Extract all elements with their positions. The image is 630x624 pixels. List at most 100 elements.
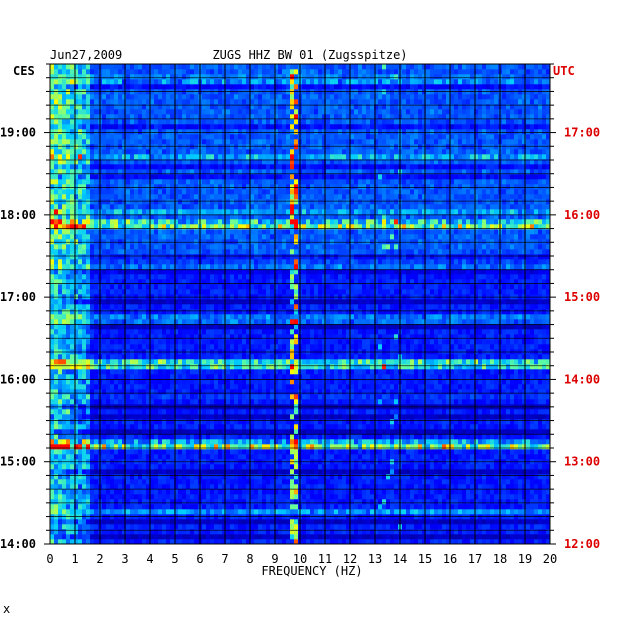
heat-cell — [414, 424, 419, 430]
heat-cell — [526, 424, 531, 430]
heat-cell — [378, 419, 383, 425]
heat-cell — [538, 354, 543, 360]
heat-cell — [346, 534, 351, 540]
heat-cell — [86, 409, 91, 415]
heat-cell — [310, 524, 315, 530]
heat-cell — [70, 494, 75, 500]
heat-cell — [194, 434, 199, 440]
heat-cell — [470, 454, 475, 460]
heat-cell — [474, 344, 479, 350]
heat-cell — [394, 464, 399, 470]
heat-cell — [146, 419, 151, 425]
heat-cell — [514, 464, 519, 470]
heat-cell — [258, 499, 263, 505]
heat-cell — [190, 434, 195, 440]
heat-cell — [118, 424, 123, 430]
heat-cell — [154, 429, 159, 435]
heat-cell — [266, 354, 271, 360]
heat-cell — [534, 489, 539, 495]
heat-cell — [286, 354, 291, 360]
heat-cell — [210, 359, 215, 365]
heat-cell — [462, 379, 467, 385]
heat-cell — [326, 534, 331, 540]
heat-cell — [394, 444, 399, 450]
heat-cell — [486, 429, 491, 435]
heat-cell — [86, 444, 91, 450]
heat-cell — [418, 414, 423, 420]
heat-cell — [254, 384, 259, 390]
heat-cell — [546, 539, 551, 545]
heat-cell — [410, 379, 415, 385]
heat-cell — [230, 469, 235, 475]
heat-cell — [490, 359, 495, 365]
heat-cell — [178, 539, 183, 545]
heat-cell — [238, 444, 243, 450]
heat-cell — [262, 539, 267, 545]
heat-cell — [370, 474, 375, 480]
heat-cell — [310, 529, 315, 535]
heat-cell — [410, 429, 415, 435]
heat-cell — [386, 379, 391, 385]
heat-cell — [214, 344, 219, 350]
heat-cell — [162, 414, 167, 420]
heat-cell — [358, 469, 363, 475]
heat-cell — [234, 509, 239, 515]
heat-cell — [378, 534, 383, 540]
heat-cell — [458, 354, 463, 360]
heat-cell — [466, 384, 471, 390]
heat-cell — [158, 434, 163, 440]
heat-cell — [538, 389, 543, 395]
heat-cell — [138, 524, 143, 530]
heat-cell — [326, 359, 331, 365]
heat-cell — [378, 344, 383, 350]
heat-cell — [146, 494, 151, 500]
heat-cell — [378, 399, 383, 405]
heat-cell — [450, 444, 455, 450]
heat-cell — [406, 464, 411, 470]
heat-cell — [282, 394, 287, 400]
heat-cell — [190, 384, 195, 390]
heat-cell — [426, 509, 431, 515]
heat-cell — [258, 409, 263, 415]
heat-cell — [190, 489, 195, 495]
heat-cell — [470, 444, 475, 450]
heat-cell — [322, 469, 327, 475]
heat-cell — [246, 509, 251, 515]
heat-cell — [418, 399, 423, 405]
heat-cell — [58, 469, 63, 475]
heat-cell — [446, 369, 451, 375]
heat-cell — [150, 444, 155, 450]
heat-cell — [186, 374, 191, 380]
heat-cell — [374, 354, 379, 360]
heat-cell — [206, 484, 211, 490]
heat-cell — [162, 539, 167, 545]
heat-cell — [166, 369, 171, 375]
heat-cell — [346, 354, 351, 360]
heat-cell — [450, 439, 455, 445]
heat-cell — [122, 504, 127, 510]
heat-cell — [326, 454, 331, 460]
heat-cell — [470, 364, 475, 370]
heat-cell — [86, 489, 91, 495]
heat-cell — [230, 414, 235, 420]
heat-cell — [478, 494, 483, 500]
heat-cell — [446, 444, 451, 450]
heat-cell — [250, 359, 255, 365]
heat-cell — [454, 534, 459, 540]
heat-cell — [450, 379, 455, 385]
heat-cell — [514, 449, 519, 455]
heat-cell — [338, 369, 343, 375]
heat-cell — [538, 509, 543, 515]
heat-cell — [258, 474, 263, 480]
heat-cell — [162, 359, 167, 365]
heat-cell — [366, 529, 371, 535]
heat-cell — [262, 449, 267, 455]
heat-cell — [522, 449, 527, 455]
heat-cell — [502, 399, 507, 405]
heat-cell — [542, 479, 547, 485]
heat-cell — [510, 369, 515, 375]
heat-cell — [486, 474, 491, 480]
heat-cell — [478, 399, 483, 405]
heat-cell — [106, 534, 111, 540]
heat-cell — [362, 384, 367, 390]
